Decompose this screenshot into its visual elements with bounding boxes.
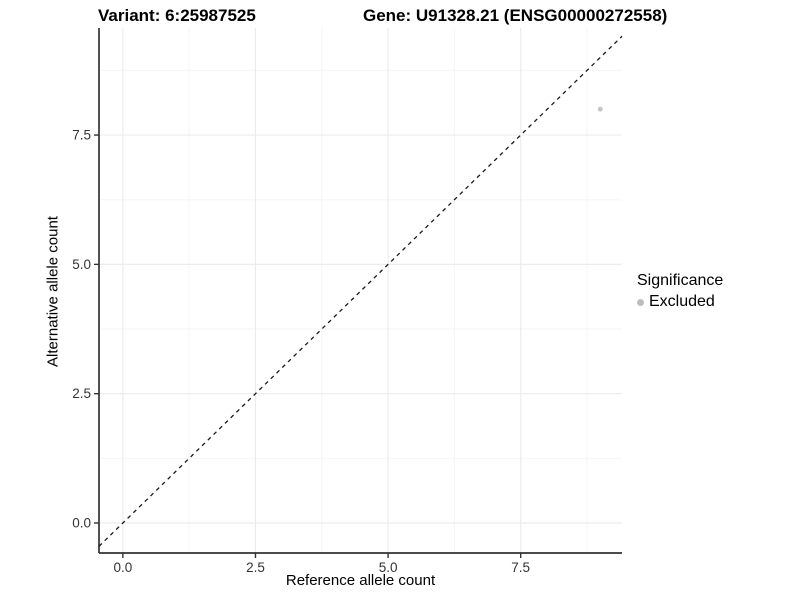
legend-entry-excluded: Excluded — [637, 293, 723, 311]
legend-point-icon — [637, 298, 644, 306]
legend: Significance Excluded — [637, 272, 723, 311]
data-point — [597, 106, 603, 112]
y-tick-label: 0.0 — [72, 516, 91, 531]
x-axis-title: Reference allele count — [285, 572, 436, 589]
legend-entry-label: Excluded — [649, 293, 715, 310]
y-tick-label: 2.5 — [72, 386, 91, 401]
y-tick-label: 5.0 — [72, 257, 91, 272]
x-tick-label: 5.0 — [379, 560, 398, 575]
legend-title: Significance — [637, 272, 724, 289]
y-tick-label: 7.5 — [72, 128, 91, 143]
x-tick-label: 0.0 — [113, 560, 132, 575]
y-axis-title: Alternative allele count — [44, 216, 62, 367]
identity-line — [98, 35, 623, 547]
x-tick-label: 7.5 — [511, 560, 530, 575]
plot-title-gene: Gene: U91328.21 (ENSG00000272558) — [363, 6, 668, 25]
plot-title-variant: Variant: 6:25987525 — [98, 6, 256, 25]
x-tick-label: 2.5 — [246, 560, 265, 575]
